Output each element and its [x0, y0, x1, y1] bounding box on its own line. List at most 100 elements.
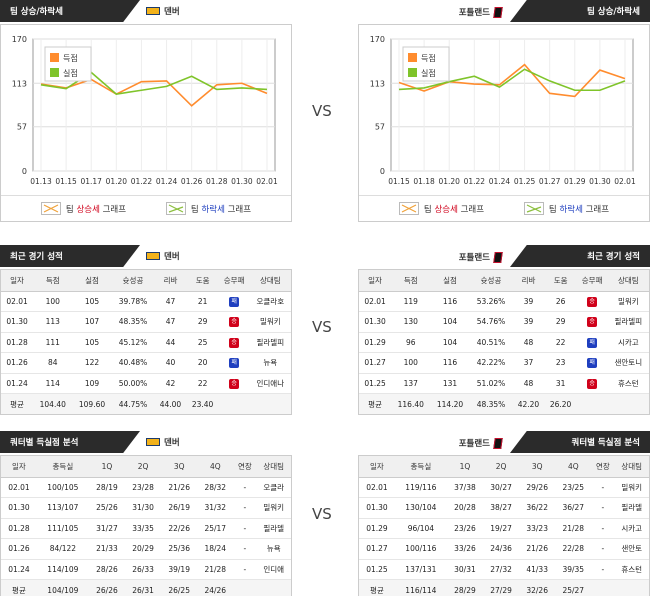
table-cell: - [591, 559, 615, 580]
column-header: 3Q [161, 456, 198, 478]
table-cell: 53.26% [469, 291, 513, 312]
table-cell: 39 [512, 311, 545, 333]
table-cell: 104.40 [33, 393, 73, 414]
x-tick-label: 01.30 [231, 177, 253, 186]
right-chart-legend-bar: 팀 상승세 그래프 팀 하락세 그래프 [359, 195, 649, 221]
left-recent-title: 최근 경기 성적 [0, 245, 140, 267]
left-team-name: 덴버 [164, 7, 180, 17]
x-tick-label: 01.22 [464, 177, 486, 186]
column-header: 슛성공 [111, 270, 155, 292]
table-cell: 24/26 [197, 579, 234, 596]
table-cell: 109.60 [72, 393, 112, 414]
result-badge: 패 [229, 296, 240, 307]
table-cell: 104 [430, 311, 470, 333]
table-cell: 42.20 [512, 393, 545, 414]
portland-logo-icon [493, 437, 503, 449]
table-cell: 28/32 [197, 477, 234, 498]
table-cell: 뉴욕 [249, 352, 291, 374]
legend-swatch [408, 68, 417, 77]
table-row: 01.27 100/116 33/26 24/36 21/26 22/28- 샌안토 [359, 538, 649, 560]
table-cell: 24/36 [483, 538, 520, 560]
table-cell: 23/28 [125, 477, 162, 498]
table-cell [614, 579, 649, 596]
table-cell: 29/26 [519, 477, 556, 498]
right-quarter-table: 일자 총득실 1Q 2Q 3Q 4Q 연장 상대팀 02.01 119/116 37/38 30/27… [359, 456, 649, 596]
table-cell: 111/105 [36, 518, 89, 539]
result-badge: 승 [229, 317, 240, 328]
table-cell: 37 [512, 352, 545, 374]
table-cell: 30/31 [446, 559, 484, 580]
column-header: 2Q [483, 456, 520, 478]
table-row: 01.26 84 122 40.48% 40 20 패 뉴욕 [1, 352, 291, 374]
table-cell: 28/26 [88, 559, 126, 580]
x-tick-label: 01.18 [413, 177, 435, 186]
table-cell: 130/104 [394, 497, 447, 519]
table-cell: 01.30 [359, 497, 395, 519]
column-header: 승무패 [218, 270, 250, 292]
table-cell: 19/27 [483, 518, 520, 539]
table-cell: 116/114 [394, 579, 447, 596]
table-cell: 33/35 [125, 518, 162, 539]
fall-graph-icon [523, 202, 544, 215]
table-cell: 39/35 [555, 559, 592, 580]
table-cell: 131 [430, 373, 470, 394]
rise-graph-toggle[interactable]: 팀 상승세 그래프 [40, 202, 126, 215]
table-cell: 01.30 [1, 497, 37, 519]
table-cell: 30/27 [483, 477, 520, 498]
table-cell: 인디애 [256, 559, 291, 580]
x-tick-label: 01.15 [388, 177, 410, 186]
table-cell: 31 [544, 373, 577, 394]
table-cell: 오클라 [256, 477, 291, 498]
table-cell: 시카고 [607, 332, 649, 353]
portland-logo-icon [493, 251, 503, 263]
table-cell: 137/131 [394, 559, 447, 580]
table-cell: 109 [72, 373, 112, 394]
y-tick-label: 57 [17, 123, 27, 132]
table-cell: 02.01 [359, 291, 392, 312]
table-row: 01.25 137/131 30/31 27/32 41/33 39/35- 휴스턴 [359, 559, 649, 580]
right-team-label: 포틀랜드 [459, 251, 503, 263]
column-header: 상대팀 [607, 270, 649, 292]
table-cell: 밀워키 [607, 291, 649, 312]
left-trend-header: 팀 상승/하락세 덴버 [0, 0, 292, 22]
table-cell [256, 579, 291, 596]
average-row: 평균 116/114 28/29 27/29 32/26 25/27 [359, 579, 649, 596]
denver-logo-icon [146, 252, 160, 260]
table-cell: 119 [391, 291, 431, 312]
column-header: 도움 [186, 270, 219, 292]
table-cell: 40.51% [469, 332, 513, 353]
left-quarter-table-box: 일자 총득실 1Q 2Q 3Q 4Q 연장 상대팀 02.01 100/105 28/19 23/28… [0, 455, 292, 596]
result-badge: 승 [587, 317, 598, 328]
table-cell: - [233, 497, 257, 519]
table-cell: 114.20 [430, 393, 470, 414]
y-tick-label: 113 [370, 79, 385, 88]
x-tick-label: 01.30 [589, 177, 611, 186]
table-cell: 29 [186, 311, 219, 333]
result-badge: 승 [587, 378, 598, 389]
table-cell: 48 [512, 373, 545, 394]
result-badge: 승 [229, 337, 240, 348]
table-cell: 승 [576, 373, 608, 394]
table-cell: 27/29 [483, 579, 520, 596]
fall-graph-toggle[interactable]: 팀 하락세 그래프 [165, 202, 251, 215]
table-row: 01.30 130 104 54.76% 39 29 승 필라델피 [359, 311, 649, 333]
legend-label: 실점 [63, 68, 78, 78]
column-header: 1Q [88, 456, 126, 478]
left-chart-legend-bar: 팀 상승세 그래프 팀 하락세 그래프 [1, 195, 291, 221]
table-cell: 뉴욕 [256, 538, 291, 560]
table-cell: 휴스턴 [614, 559, 649, 580]
table-cell: 평균 [359, 579, 395, 596]
x-tick-label: 01.20 [106, 177, 128, 186]
table-cell: 승 [218, 332, 250, 353]
table-cell: 45.12% [111, 332, 155, 353]
table-cell: 01.30 [1, 311, 34, 333]
legend-swatch [408, 53, 417, 62]
table-cell: 100 [33, 291, 73, 312]
right-team-name: 포틀랜드 [458, 439, 490, 449]
table-cell: 28/19 [88, 477, 126, 498]
table-cell: 116 [430, 291, 470, 312]
table-cell: 밀워키 [256, 497, 291, 519]
fall-graph-toggle[interactable]: 팀 하락세 그래프 [523, 202, 609, 215]
rise-graph-toggle[interactable]: 팀 상승세 그래프 [398, 202, 484, 215]
table-row: 01.30 130/104 20/28 38/27 36/22 36/27- 필라델 [359, 497, 649, 519]
